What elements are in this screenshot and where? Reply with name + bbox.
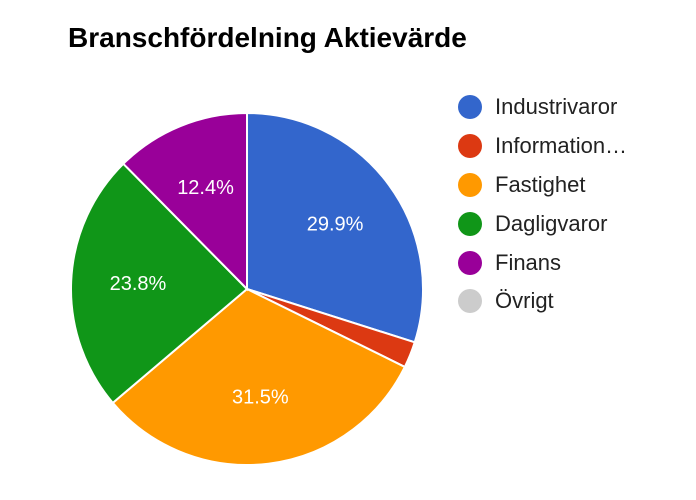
legend-swatch bbox=[458, 95, 482, 120]
legend-item-4[interactable]: Dagligvaror bbox=[458, 204, 627, 243]
legend-item-2[interactable]: Information… bbox=[458, 127, 627, 166]
legend-swatch bbox=[458, 172, 482, 197]
legend-label: Industrivaror bbox=[495, 94, 618, 120]
slice-value-label: 29.9% bbox=[307, 214, 364, 236]
pie-slice-1[interactable] bbox=[246, 111, 424, 344]
legend-item-1[interactable]: Industrivaror bbox=[458, 88, 627, 127]
legend-label: Information… bbox=[495, 133, 628, 159]
pie-slice-3[interactable] bbox=[111, 287, 407, 466]
legend-label: Finans bbox=[495, 249, 562, 275]
legend-swatch bbox=[458, 134, 482, 159]
legend-item-3[interactable]: Fastighet bbox=[458, 166, 627, 205]
legend-swatch bbox=[458, 250, 482, 275]
slice-value-label: 31.5% bbox=[232, 386, 289, 408]
pie-slice-4[interactable] bbox=[70, 162, 249, 405]
legend-label: Övrigt bbox=[495, 288, 554, 314]
legend: Industrivaror Information… Fastighet Daglig… bbox=[458, 88, 627, 321]
legend-swatch bbox=[458, 289, 482, 314]
slice-value-label: 23.8% bbox=[110, 273, 167, 295]
legend-label: Fastighet bbox=[495, 171, 586, 197]
pie-slices bbox=[70, 111, 424, 466]
pie-slice-5[interactable] bbox=[121, 111, 248, 292]
pie-slice-labels: 29.9% 31.5% 23.8% 12.4% bbox=[110, 177, 364, 408]
legend-swatch bbox=[458, 211, 482, 236]
legend-label: Dagligvaror bbox=[495, 210, 608, 236]
chart-title: Branschfördelning Aktievärde bbox=[68, 22, 467, 53]
legend-item-5[interactable]: Finans bbox=[458, 243, 627, 282]
legend-item-6[interactable]: Övrigt bbox=[458, 282, 627, 321]
slice-value-label: 12.4% bbox=[177, 177, 234, 199]
